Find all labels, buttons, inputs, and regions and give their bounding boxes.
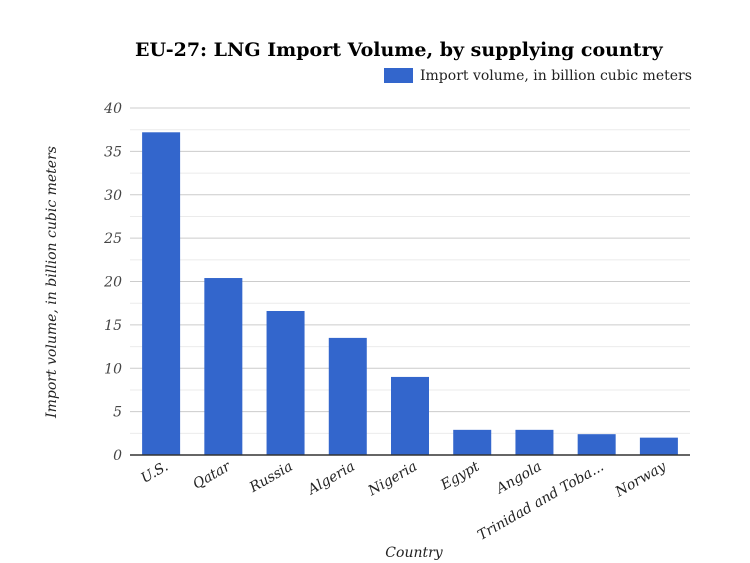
bar [266,310,305,455]
y-tick-label: 35 [104,144,122,160]
chart-title: EU-27: LNG Import Volume, by supplying c… [135,39,664,61]
bar [142,132,181,456]
bar [328,337,367,455]
x-tick-label: Egypt [437,458,482,493]
x-tick-label: Nigeria [365,459,420,500]
bar [577,434,616,455]
y-tick-label: 10 [104,361,122,377]
bar [204,278,243,455]
y-tick-label: 0 [113,448,122,464]
x-tick-label: Qatar [190,458,234,493]
x-tick-label: Norway [612,458,670,501]
bar [515,429,554,455]
y-axis-label: Import volume, in billion cubic meters [44,146,60,419]
x-tick-label: Russia [246,459,295,497]
x-tick-label: Angola [492,459,544,499]
y-tick-label: 20 [103,275,122,291]
x-axis-label: Country [385,545,443,561]
x-tick-label: U.S. [138,459,171,487]
bar [391,376,429,455]
legend-swatch [384,68,413,83]
y-tick-label: 25 [103,231,122,247]
x-tick-label: Algeria [304,459,358,500]
bar [453,429,492,455]
legend-label[interactable]: Import volume, in billion cubic meters [420,68,692,84]
y-tick-label: 5 [113,405,122,421]
y-tick-label: 15 [104,318,122,334]
y-tick-label: 30 [104,188,122,204]
y-tick-label: 40 [103,101,122,117]
bar [639,437,678,455]
